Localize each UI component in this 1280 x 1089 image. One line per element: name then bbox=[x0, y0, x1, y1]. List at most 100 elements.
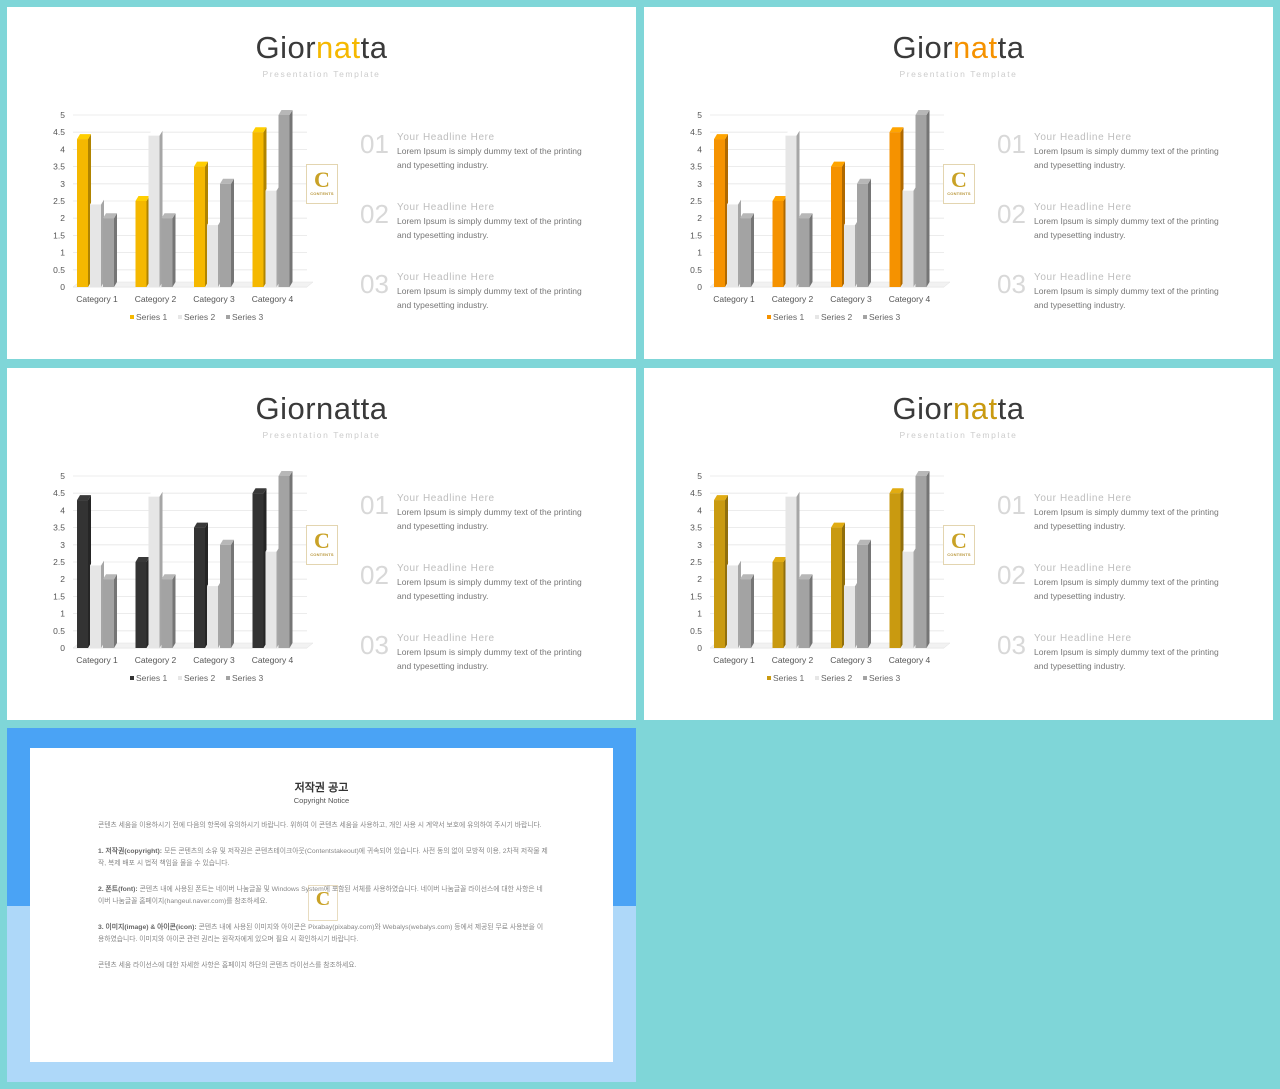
legend-swatch bbox=[815, 315, 819, 319]
y-tick-label: 1.5 bbox=[53, 591, 65, 601]
item-number: 02 bbox=[360, 199, 389, 229]
y-tick-label: 0.5 bbox=[690, 265, 702, 275]
y-tick-label: 4.5 bbox=[53, 488, 65, 498]
headline-item: 03 Your Headline Here Lorem Ipsum is simpl… bbox=[997, 630, 1267, 685]
y-tick-label: 3 bbox=[697, 179, 702, 189]
chart-svg: 0 0.5 1 1.5 2 2.5 3 3.5 4 4.5 5 Category 1 Category … bbox=[690, 110, 951, 322]
bar bbox=[135, 196, 150, 287]
notice-subtitle: Copyright Notice bbox=[293, 796, 350, 805]
item-number: 01 bbox=[360, 129, 389, 159]
headline-item: 01 Your Headline Here Lorem Ipsum is simpl… bbox=[360, 129, 630, 184]
legend-entry: Series 1 bbox=[136, 673, 167, 683]
item-body: Lorem Ipsum is simply dummy text of the … bbox=[1034, 647, 1219, 671]
bar bbox=[103, 213, 117, 287]
item-number: 01 bbox=[360, 490, 389, 520]
bar bbox=[103, 574, 117, 648]
item-number: 01 bbox=[997, 490, 1026, 520]
category-label: Category 2 bbox=[772, 655, 814, 665]
item-headline: Your Headline Here bbox=[397, 272, 495, 283]
y-tick-label: 1.5 bbox=[53, 230, 65, 240]
category-label: Category 2 bbox=[772, 294, 814, 304]
item-headline: Your Headline Here bbox=[397, 493, 495, 504]
copyright-notice-slide[interactable]: 저작권 공고 Copyright Notice C 콘텐츠 세움을 이용하시기 … bbox=[7, 728, 636, 1082]
notice-paragraph-text: 콘텐츠 세움 라이선스에 대한 자세한 사항은 홈페이지 하단의 콘텐츠 라이선… bbox=[98, 961, 357, 969]
y-tick-label: 1 bbox=[60, 248, 65, 258]
bar bbox=[278, 110, 293, 287]
category-label: Category 3 bbox=[830, 294, 872, 304]
slide-subtitle: Presentation Template bbox=[262, 430, 381, 440]
bar bbox=[915, 471, 930, 648]
category-label: Category 3 bbox=[193, 294, 235, 304]
item-body: Lorem Ipsum is simply dummy text of the … bbox=[1034, 216, 1219, 240]
bar bbox=[194, 161, 208, 287]
contents-logo-icon: C CONTENTS bbox=[306, 164, 338, 204]
item-body: Lorem Ipsum is simply dummy text of the … bbox=[397, 577, 582, 601]
slide-2[interactable]: Giornatta Presentation Template 0 0.5 1 1.5 2 2… bbox=[644, 7, 1273, 359]
item-body: Lorem Ipsum is simply dummy text of the … bbox=[1034, 507, 1219, 531]
bar bbox=[207, 581, 221, 648]
logo-text: CONTENTS bbox=[310, 552, 334, 557]
legend-swatch bbox=[863, 315, 867, 319]
y-tick-label: 0 bbox=[697, 282, 702, 292]
legend-swatch bbox=[863, 676, 867, 680]
item-headline: Your Headline Here bbox=[1034, 202, 1132, 213]
slide-subtitle: Presentation Template bbox=[899, 69, 1018, 79]
notice-paragraph-text: 콘텐츠 내에 사용된 이미지와 아이콘은 Pixabay(pixabay.com… bbox=[98, 923, 544, 944]
y-tick-label: 2 bbox=[60, 574, 65, 584]
slide-1[interactable]: Giornatta Presentation Template 0 0.5 1 1.5 2 2… bbox=[7, 7, 636, 359]
notice-paragraph: 콘텐츠 세움을 이용하시기 전에 다음의 항목에 유의하시기 바랍니다. 위하여… bbox=[98, 820, 548, 833]
title-part: ta bbox=[997, 30, 1025, 65]
y-tick-label: 2.5 bbox=[53, 196, 65, 206]
legend-swatch bbox=[815, 676, 819, 680]
legend-entry: Series 1 bbox=[773, 312, 804, 322]
category-label: Category 4 bbox=[252, 655, 294, 665]
bar bbox=[857, 178, 871, 287]
title-part: ta bbox=[360, 391, 388, 426]
bar bbox=[265, 185, 280, 287]
notice-paragraph: 3. 이미지(image) & 아이콘(icon): 콘텐츠 내에 사용된 이미… bbox=[98, 922, 548, 947]
item-number: 03 bbox=[997, 630, 1026, 660]
title-part: nat bbox=[953, 391, 998, 426]
legend-swatch bbox=[130, 315, 134, 319]
legend-swatch bbox=[767, 315, 771, 319]
logo-letter: C bbox=[314, 528, 330, 553]
slide-title: Giornatta bbox=[7, 391, 636, 427]
bar bbox=[844, 220, 858, 287]
logo-letter: C bbox=[951, 167, 967, 192]
item-body: Lorem Ipsum is simply dummy text of the … bbox=[397, 647, 582, 671]
slide-3[interactable]: Giornatta Presentation Template 0 0.5 1 1.5 2 2… bbox=[7, 368, 636, 720]
headline-item: 01 Your Headline Here Lorem Ipsum is simpl… bbox=[997, 490, 1267, 545]
item-headline: Your Headline Here bbox=[397, 132, 495, 143]
y-tick-label: 5 bbox=[60, 110, 65, 120]
y-tick-label: 4 bbox=[697, 505, 702, 515]
headline-item: 03 Your Headline Here Lorem Ipsum is simpl… bbox=[997, 269, 1267, 324]
logo-text: CONTENTS bbox=[947, 552, 971, 557]
item-number: 03 bbox=[360, 269, 389, 299]
legend-entry: Series 3 bbox=[232, 312, 263, 322]
y-tick-label: 1 bbox=[697, 609, 702, 619]
logo-text: CONTENTS bbox=[947, 191, 971, 196]
title-part: nat bbox=[316, 391, 361, 426]
bar bbox=[77, 495, 91, 648]
category-label: Category 2 bbox=[135, 294, 177, 304]
headline-item: 03 Your Headline Here Lorem Ipsum is simpl… bbox=[360, 630, 630, 685]
y-tick-label: 3.5 bbox=[690, 162, 702, 172]
bar bbox=[90, 199, 104, 287]
bar bbox=[90, 560, 104, 648]
slide-title: Giornatta bbox=[644, 30, 1273, 66]
headline-item: 02 Your Headline Here Lorem Ipsum is simpl… bbox=[997, 560, 1267, 615]
bar bbox=[844, 581, 858, 648]
y-tick-label: 0.5 bbox=[690, 626, 702, 636]
chart-svg: 0 0.5 1 1.5 2 2.5 3 3.5 4 4.5 5 Category 1 Category … bbox=[53, 110, 314, 322]
slide-4[interactable]: Giornatta Presentation Template 0 0.5 1 1.5 2 2… bbox=[644, 368, 1273, 720]
category-label: Category 1 bbox=[76, 655, 118, 665]
legend-entry: Series 3 bbox=[869, 312, 900, 322]
category-label: Category 4 bbox=[889, 655, 931, 665]
y-tick-label: 0 bbox=[697, 643, 702, 653]
bar-chart: 0 0.5 1 1.5 2 2.5 3 3.5 4 4.5 5 Category 1 Category … bbox=[682, 468, 952, 693]
y-tick-label: 4 bbox=[60, 144, 65, 154]
notice-paragraph-text: 모든 콘텐츠의 소유 및 저작권은 콘텐츠테이크아웃(Contentstakeo… bbox=[98, 847, 548, 868]
legend-entry: Series 2 bbox=[184, 312, 215, 322]
headline-item: 02 Your Headline Here Lorem Ipsum is simpl… bbox=[997, 199, 1267, 254]
bar bbox=[727, 560, 741, 648]
